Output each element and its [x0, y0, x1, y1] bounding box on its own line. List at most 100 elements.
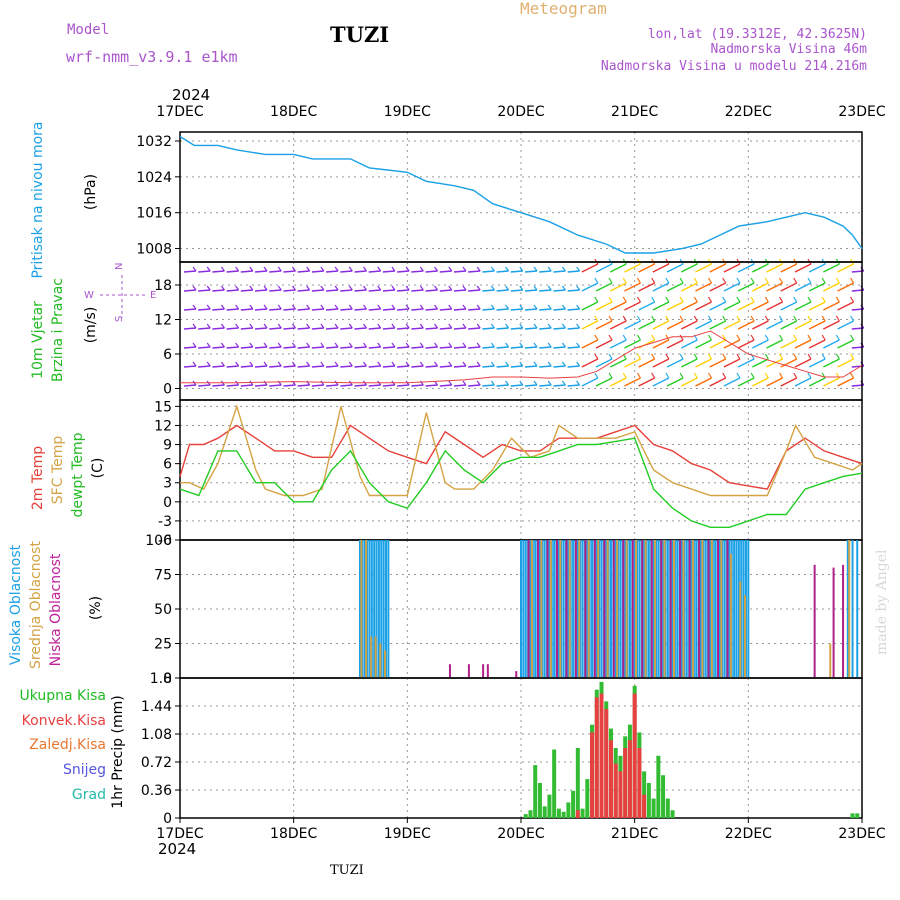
wind-barb-flag — [448, 380, 453, 386]
wind-barb-flag — [665, 296, 670, 303]
wind-barb-flag — [206, 285, 211, 291]
cloud-bar — [567, 540, 570, 678]
wind-barb-flag — [736, 315, 741, 322]
wind-barb — [368, 289, 381, 292]
wind-barb — [723, 377, 741, 387]
wind-barb-flag — [594, 372, 599, 379]
cloud-bar — [813, 564, 816, 678]
wind-barb — [283, 365, 296, 368]
wind-barb — [609, 358, 627, 368]
precip-bar — [556, 808, 561, 818]
wind-barb-flag — [192, 285, 197, 291]
wind-barb — [425, 308, 438, 311]
wind-barb-flag — [636, 334, 641, 341]
wind-barb — [581, 339, 599, 349]
cloud-bar — [848, 540, 851, 678]
wind-barb-flag — [476, 361, 481, 367]
wind-barb — [808, 320, 826, 330]
wind-barb — [823, 377, 840, 387]
wind-barb — [652, 358, 670, 368]
wind-barb — [297, 327, 310, 330]
precip-unit: 1hr Precip (mm) — [110, 695, 126, 808]
wind-barb-flag — [636, 315, 641, 322]
wind-barb — [411, 270, 424, 273]
wind-barb — [752, 377, 769, 387]
wind-barb — [723, 282, 741, 292]
wind-barb-flag — [707, 334, 713, 341]
cloud-panel: 0 25 50 75 100 — [145, 533, 863, 687]
wind-barb-flag — [220, 285, 225, 291]
wind-frame — [179, 261, 863, 401]
wind-barb — [837, 263, 854, 273]
wind-barb — [496, 365, 509, 368]
wind-barb — [524, 346, 538, 349]
wind-barb — [425, 384, 438, 387]
precip-bar — [850, 813, 855, 818]
wind-barb-flag — [306, 361, 311, 367]
compass-e: E — [150, 290, 156, 301]
wind-barb-flag — [434, 323, 439, 329]
wind-barb-flag — [505, 342, 510, 348]
wind-barb — [766, 301, 783, 311]
cloud-bar — [586, 540, 589, 678]
wind-barb-flag — [608, 315, 613, 322]
precip-bar — [642, 794, 647, 818]
wind-barb-flag — [576, 304, 581, 310]
wind-barb — [666, 339, 684, 349]
wind-barb — [496, 270, 509, 273]
cloud-bar — [581, 540, 584, 678]
wind-barb-flag — [462, 380, 467, 386]
cloud-bar — [737, 540, 740, 678]
wind-barb-flag — [263, 342, 268, 348]
wind-barb — [737, 263, 755, 273]
wind-barb — [226, 289, 239, 292]
cloud-bar — [612, 540, 615, 678]
cloud-bar — [682, 540, 685, 678]
wind-barb — [808, 282, 826, 292]
wind-barb — [695, 282, 712, 292]
wind-barb — [524, 308, 538, 311]
wind-barb-flag — [608, 296, 613, 303]
wind-barb — [212, 365, 225, 368]
wind-barb — [709, 358, 727, 368]
wind-barb — [411, 327, 424, 330]
wind-barb-flag — [220, 323, 225, 329]
wind-barb — [397, 289, 410, 292]
cloud-bar — [546, 540, 549, 678]
cloud-bar — [553, 540, 556, 678]
wind-barb-flag — [807, 315, 812, 322]
wind-barb-flag — [363, 285, 367, 291]
cloud-bar — [384, 650, 387, 678]
wind-barb — [624, 339, 641, 349]
wind-barb — [411, 384, 424, 387]
wind-barb-flag — [651, 315, 656, 322]
wind-barb-flag — [391, 266, 396, 272]
wind-barb-flag — [462, 342, 467, 348]
wind-barb-flag — [462, 266, 467, 272]
wind-barb — [254, 308, 268, 311]
wind-barb — [524, 384, 538, 387]
cloud-bar — [600, 540, 603, 678]
wind-barb — [539, 327, 552, 330]
wind-barb — [254, 327, 268, 330]
wind-barb-flag — [594, 277, 599, 284]
wind-barb-flag — [419, 342, 424, 348]
wind-barb-flag — [419, 323, 424, 329]
wind-barb-flag — [505, 304, 510, 310]
wind-barb — [183, 327, 197, 330]
wind-barb-flag — [348, 285, 353, 291]
wind-barb-flag — [547, 323, 552, 329]
wind-barb — [297, 289, 310, 292]
wind-barb — [595, 301, 613, 311]
wind-barb — [695, 301, 712, 311]
cloud-bar — [647, 540, 650, 678]
wind-barb — [326, 346, 339, 349]
wind-barb — [311, 270, 324, 273]
wind-barb — [595, 282, 613, 292]
wind-barb — [425, 289, 438, 292]
wind-barb-flag — [636, 372, 641, 379]
wind-label-1: 10m Vjetar — [30, 301, 46, 379]
wind-barb — [198, 327, 211, 330]
wind-barb-flag — [320, 380, 325, 386]
